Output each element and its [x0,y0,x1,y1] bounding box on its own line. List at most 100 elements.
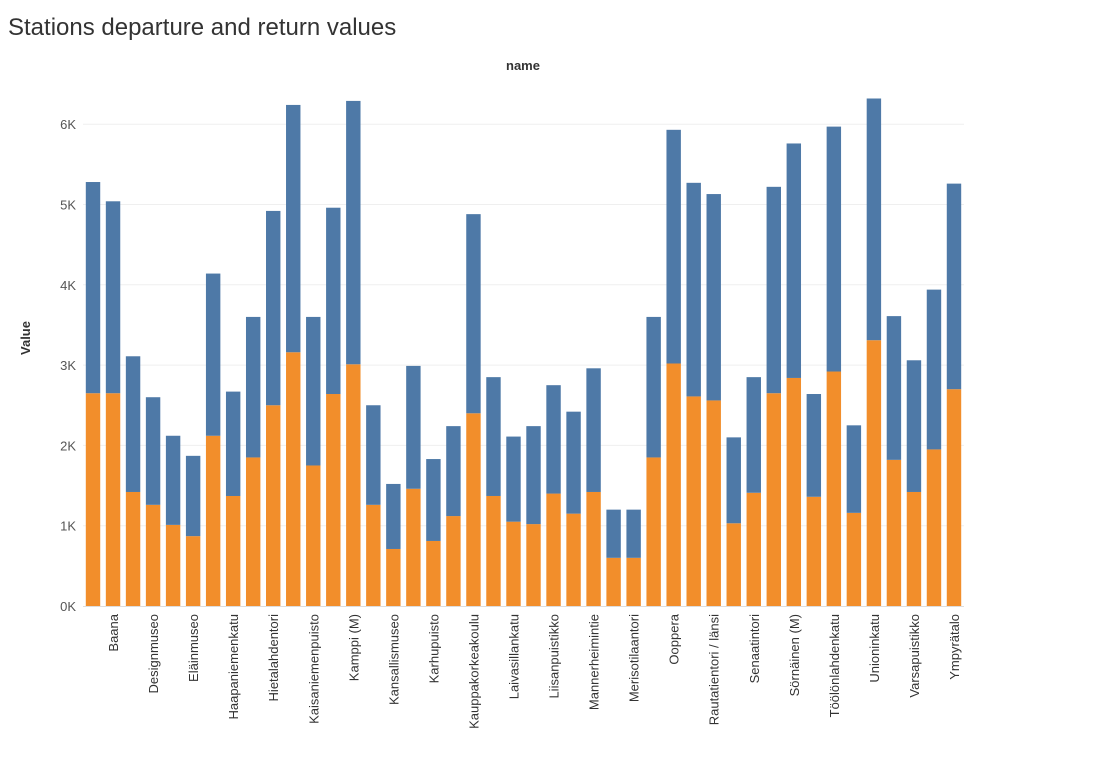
x-tick-label: Kamppi (M) [346,614,361,681]
x-tick-label: Kauppakorkeakoulu [466,614,481,729]
bar-segment [686,396,701,606]
bar-segment [806,394,822,497]
bar-segment [346,100,361,365]
bar-segment [205,435,221,606]
bar-segment [185,455,201,537]
bar-segment [346,364,361,606]
y-tick-label: 2K [60,438,76,453]
bar-segment [926,289,942,450]
bar-segment [866,340,882,606]
bar-segment [906,491,922,606]
x-tick-label: Eläinmuseo [186,614,201,682]
x-axis-labels: Baana Designmuseo Eläinmuseo Haapaniemenkat… [106,613,962,729]
bar-segment [386,483,401,549]
bar-segment [886,316,902,460]
bar-segment [866,98,882,341]
bar-segment [145,397,161,505]
x-tick-label: Varsapuistikko [907,614,922,698]
bar-segment [506,521,521,606]
bar-segment [486,495,501,606]
x-tick-label: Kansallismuseo [386,614,401,705]
bar-segment [165,524,181,606]
bar-segment [225,391,241,496]
bar-segment [245,316,261,458]
bar-segment [706,194,721,401]
bar-segment [366,504,381,606]
x-tick-label: Hietalahdentori [266,614,281,702]
bar-segment [566,513,581,606]
bar-segment [145,504,161,606]
x-tick-label: Laivasillankatu [507,614,522,699]
bar-segment [546,385,561,494]
bar-segment [486,377,501,496]
bar-segment [245,457,261,606]
x-tick-label: Mannerheimintie [587,614,602,710]
y-tick-label: 1K [60,519,76,534]
bar-segment [746,377,761,493]
bar-segment [266,210,281,406]
bar-segment [85,182,101,394]
bar-segment [646,316,661,458]
bar-segment [286,352,301,606]
x-tick-label: Ympyrätalo [947,614,962,680]
bar-segment [946,389,962,606]
bar-segment [386,548,401,606]
chart-title: Stations departure and return values [8,14,397,41]
bar-segment [165,435,181,525]
y-tick-label: 0K [60,599,76,614]
bar-segment [746,492,761,606]
bar-segment [125,491,141,606]
bar-segment [766,393,781,606]
x-tick-label: Liisanpuistikko [547,614,562,699]
bar-segment [366,405,381,505]
bar-segment [446,426,461,517]
y-axis-ticks: 0K 1K 2K 3K 4K 5K 6K [60,117,76,614]
bar-segment [666,129,681,364]
bar-segment [926,449,942,606]
bar-segment [306,465,321,606]
bar-segment [626,557,641,606]
bar-segment [846,512,862,606]
bar-segment [466,413,481,606]
bar-segment [205,273,221,436]
x-tick-label: Karhupuisto [426,614,441,683]
bar-segment [185,536,201,606]
bar-segment [766,186,781,394]
x-tick-label: Töölönlahdenkatu [827,614,842,717]
bar-segment [286,104,301,353]
bar-segment [125,356,141,492]
bar-segment [506,436,521,522]
x-tick-label: Rautatientori / länsi [707,614,722,725]
bar-segment [666,363,681,606]
x-tick-label: Designmuseo [146,614,161,694]
y-tick-label: 6K [60,117,76,132]
bar-segment [786,143,802,378]
x-tick-label: Senaatintori [747,614,762,683]
bar-segment [806,496,822,606]
bar-segment [706,400,721,606]
bar-segment [526,426,541,525]
bar-segment [826,126,842,372]
y-tick-label: 4K [60,278,76,293]
bar-segment [906,360,922,492]
bar-segment [826,371,842,606]
bar-segment [266,405,281,606]
bar-segment [646,457,661,606]
bar-segment [846,425,862,513]
bar-segment [105,201,121,394]
bar-segment [466,214,481,414]
bar-segment [586,368,601,492]
x-tick-label: Sörnäinen (M) [787,614,802,696]
x-tick-label: Ooppera [667,613,682,664]
y-tick-label: 5K [60,198,76,213]
bar-segment [686,182,701,397]
x-tick-label: Haapaniemenkatu [226,614,241,720]
y-tick-label: 3K [60,358,76,373]
bar-segment [85,393,101,606]
bar-segment [726,437,741,524]
bar-segment [946,183,962,390]
bar-segment [426,540,441,606]
x-tick-label: Unioninkatu [867,614,882,683]
bar-segment [886,459,902,606]
